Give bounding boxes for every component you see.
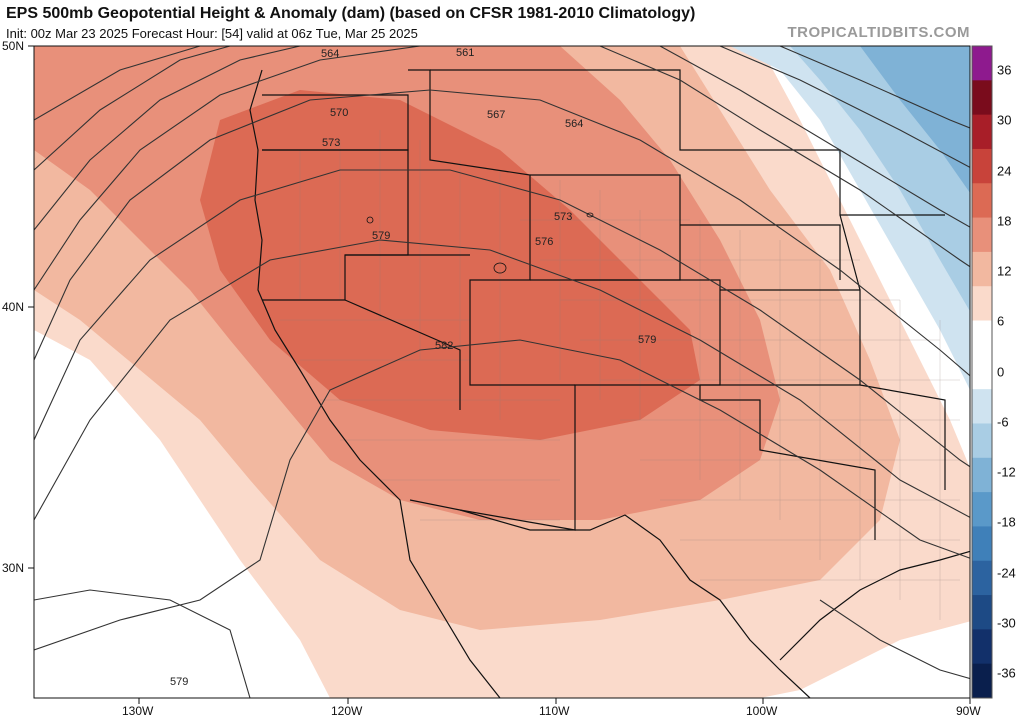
colorbar-label: -6	[997, 414, 1009, 430]
contour-label: 561	[456, 47, 474, 59]
colorbar-swatch	[972, 629, 992, 665]
contour-label: 564	[321, 48, 339, 60]
colorbar-swatch	[972, 183, 992, 219]
lat-label-40n: 40N	[2, 300, 25, 314]
colorbar-label: -18	[997, 514, 1016, 530]
colorbar-label: -30	[997, 615, 1016, 631]
contour-label: 567	[487, 109, 505, 121]
state-borders	[262, 69, 946, 540]
map-frame	[33, 45, 971, 699]
county-lines	[280, 130, 960, 620]
brand-watermark: TROPICALTIDBITS.COM	[787, 24, 970, 41]
mexico-border	[409, 499, 811, 698]
colorbar-label: 24	[997, 163, 1012, 178]
colorbar	[971, 45, 993, 699]
colorbar-label: -24	[997, 565, 1016, 580]
colorbar-swatch	[972, 354, 992, 390]
colorbar-swatch	[972, 595, 992, 630]
lon-label-110w: 110W	[539, 704, 570, 718]
colorbar-swatch	[972, 80, 992, 116]
colorbar-swatch	[972, 114, 992, 150]
lon-label-100w: 100W	[746, 704, 778, 718]
colorbar-label: -36	[997, 665, 1016, 681]
height-contours	[34, 46, 970, 698]
colorbar-swatch	[972, 46, 992, 81]
lon-label-130w: 130W	[122, 704, 154, 718]
contour-label: 579	[638, 334, 656, 346]
colorbar-label: -12	[997, 464, 1016, 480]
colorbar-swatch	[972, 457, 992, 493]
gulf-coast	[779, 550, 970, 661]
contour-label: 582	[435, 340, 453, 352]
coastline	[249, 69, 501, 698]
lon-label-120w: 120W	[331, 704, 363, 718]
colorbar-swatch	[972, 560, 992, 596]
contour-label: 579	[372, 230, 390, 242]
contour-label: 573	[554, 211, 572, 223]
contour-label: 564	[565, 118, 583, 130]
colorbar-swatch	[972, 217, 992, 253]
contour-label: 573	[322, 137, 340, 149]
lon-label-90w: 90W	[956, 704, 981, 718]
axis-ticks	[28, 45, 971, 704]
colorbar-swatch	[972, 320, 992, 356]
contour-label: 576	[535, 236, 553, 248]
lat-label-50n: 50N	[2, 39, 25, 53]
colorbar-label: 18	[997, 213, 1012, 229]
contour-label: 570	[330, 107, 348, 119]
colorbar-label: 36	[997, 62, 1012, 78]
colorbar-label: 12	[997, 263, 1012, 279]
map-title: EPS 500mb Geopotential Height & Anomaly …	[6, 5, 696, 22]
colorbar-label: 0	[997, 364, 1005, 379]
lakes	[366, 212, 594, 274]
colorbar-swatch	[972, 492, 992, 527]
colorbar-label: 6	[997, 313, 1005, 329]
colorbar-swatch	[972, 148, 992, 184]
colorbar-outline	[971, 45, 993, 699]
colorbar-swatch	[972, 389, 992, 424]
anomaly-band-24	[200, 90, 700, 440]
colorbar-swatch	[972, 286, 992, 322]
anomaly-band-neg18	[860, 46, 970, 193]
lat-label-30n: 30N	[2, 561, 25, 575]
colorbar-label: 30	[997, 112, 1012, 128]
contour-label: 579	[170, 676, 188, 688]
colorbar-swatch	[972, 423, 992, 459]
colorbar-swatch	[972, 663, 992, 699]
colorbar-swatch	[972, 526, 992, 562]
colorbar-swatch	[972, 251, 992, 287]
map-subtitle: Init: 00z Mar 23 2025 Forecast Hour: [54…	[6, 26, 418, 41]
contour-labels: 564 561 570 567 564 573 573 579 576 579 …	[170, 47, 656, 688]
